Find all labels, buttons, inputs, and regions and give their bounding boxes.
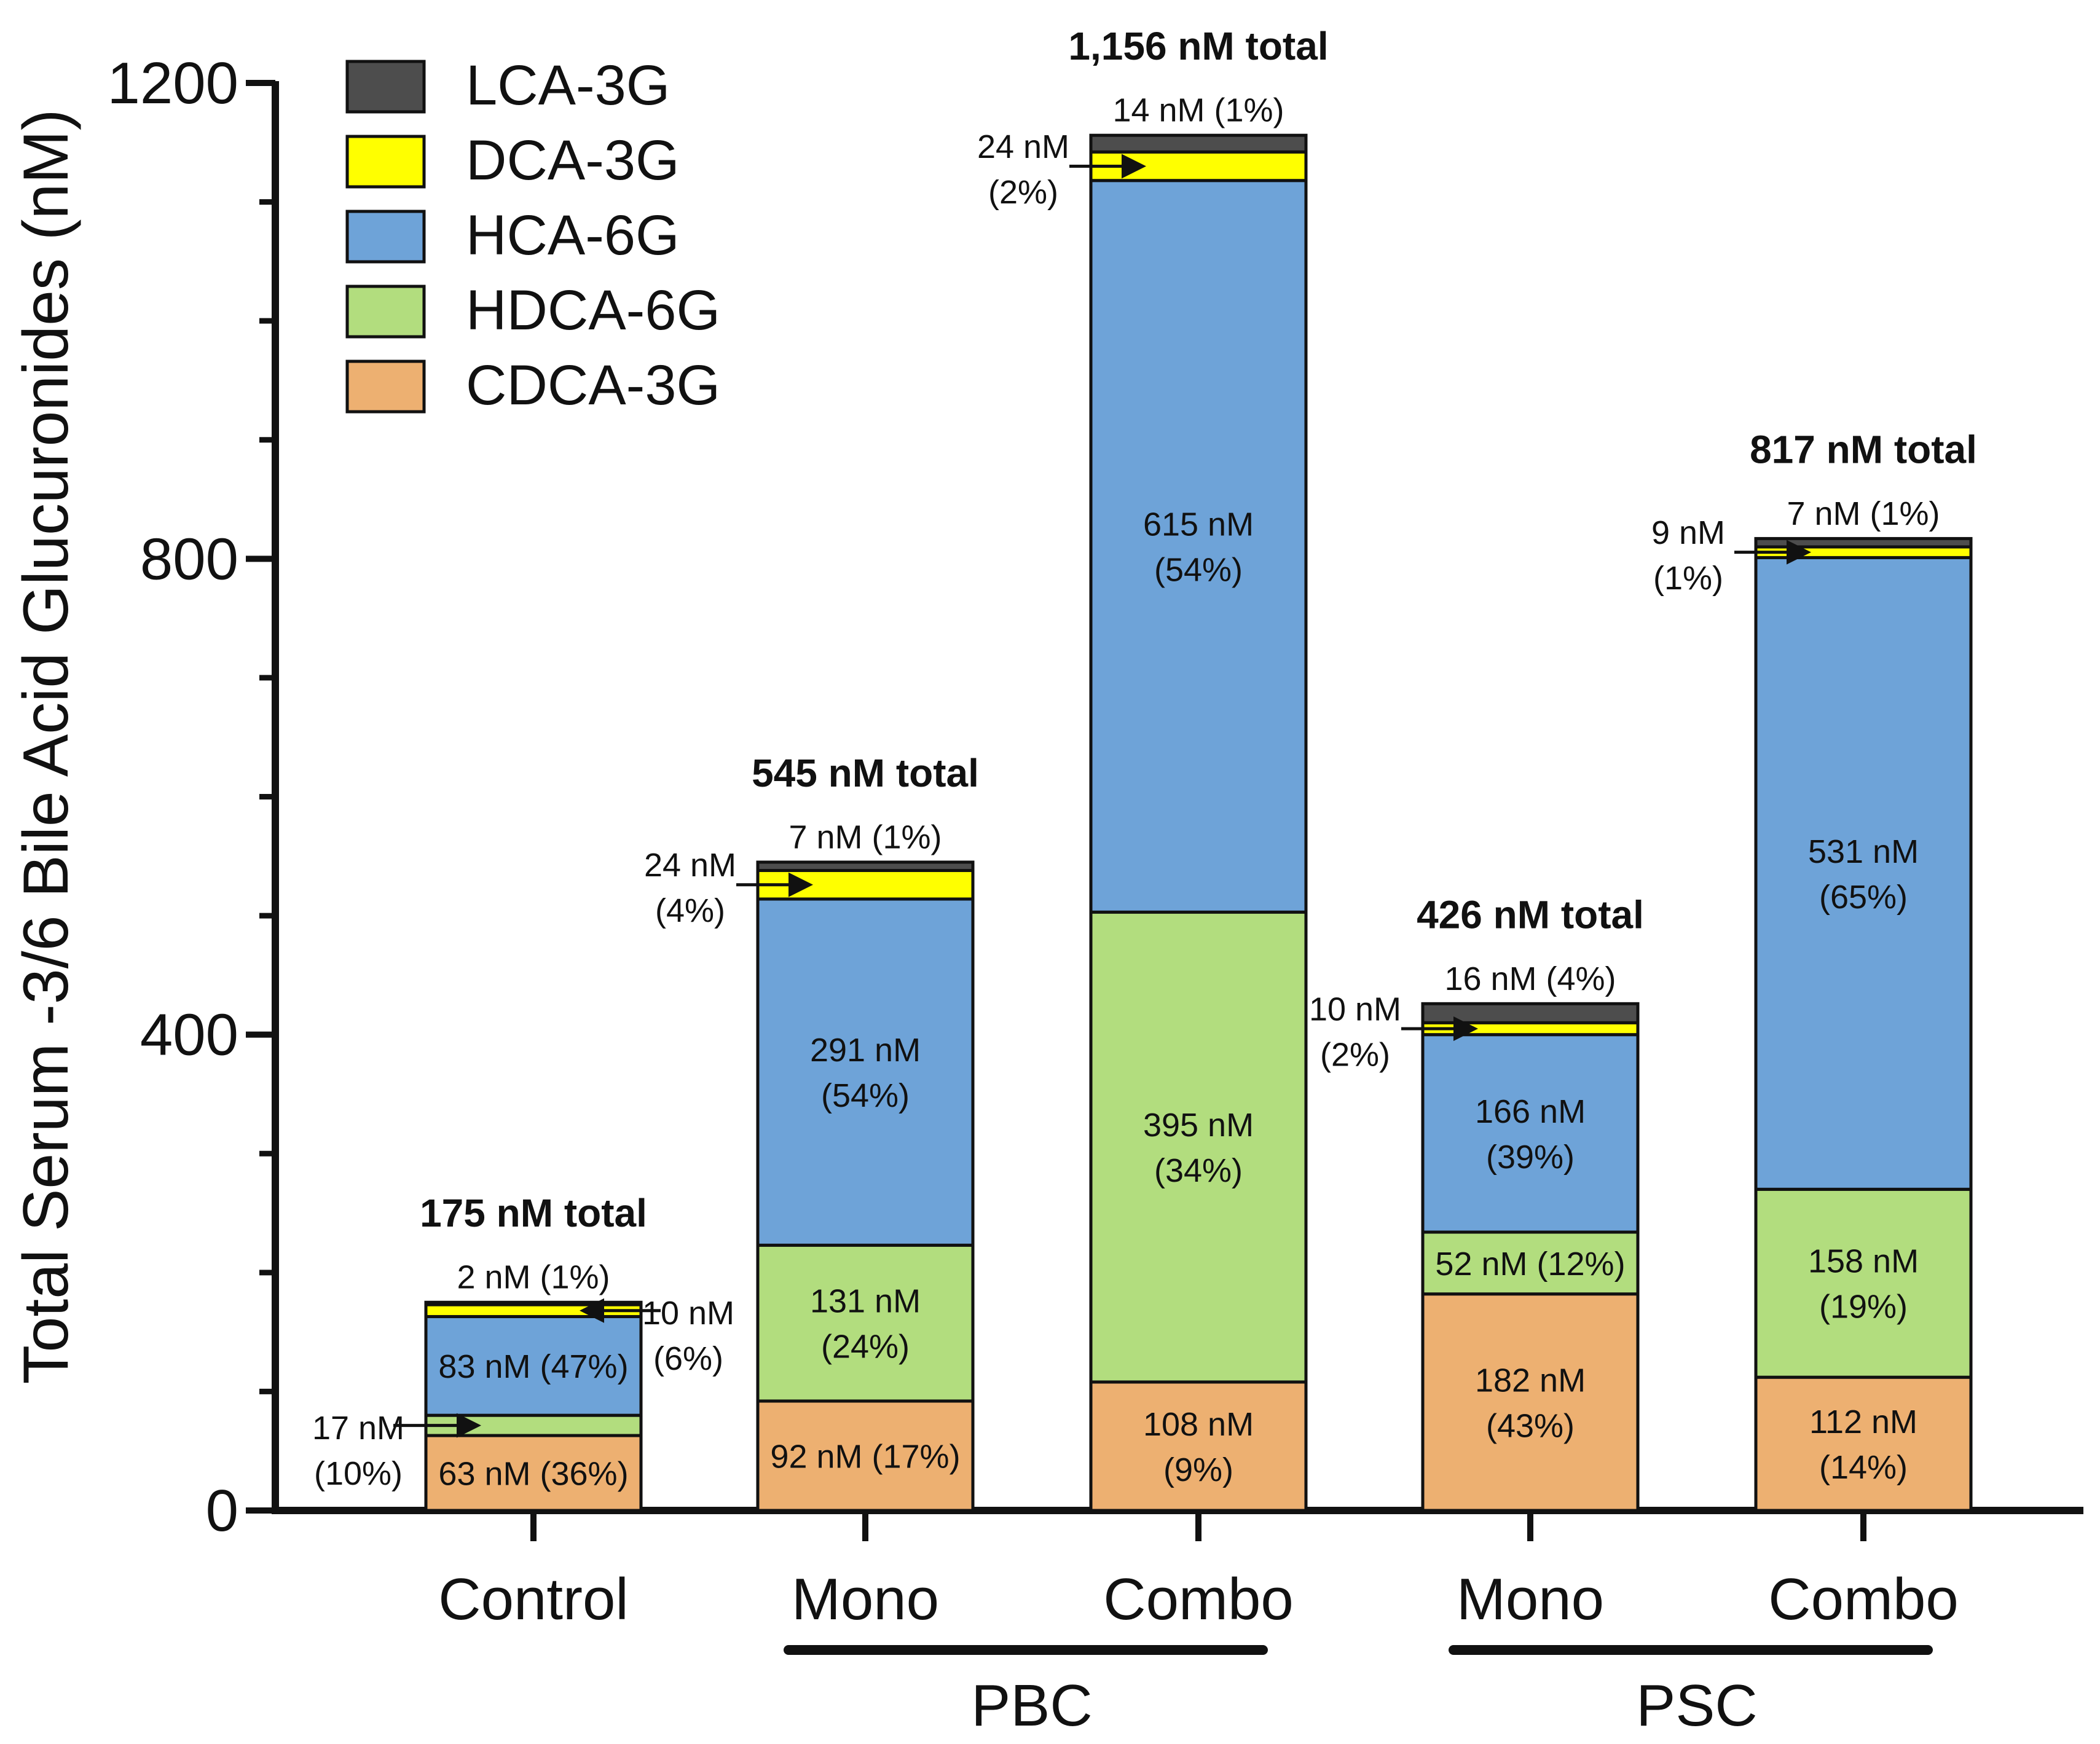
- bar-segment: [1089, 133, 1308, 154]
- legend: LCA-3G DCA-3G HCA-6G HDCA-6G CDCA-3G: [345, 54, 720, 417]
- data-label: 615 nM (54%): [1143, 506, 1254, 588]
- data-label-lca: 7 nM (1%): [1787, 495, 1940, 532]
- x-tick-label: Combo: [1768, 1566, 1958, 1632]
- total-label: 426 nM total: [1417, 892, 1644, 937]
- legend-swatch: [345, 359, 426, 414]
- legend-swatch: [345, 210, 426, 264]
- arrow-head: [580, 1298, 604, 1323]
- data-label-lca: 14 nM (1%): [1112, 92, 1284, 129]
- arrow-head: [1787, 540, 1811, 565]
- bar-segment: [1754, 556, 1973, 1191]
- data-label-lca: 16 nM (4%): [1444, 960, 1616, 997]
- total-label: 545 nM total: [752, 751, 979, 795]
- data-label-dca: 24 nM (4%): [644, 847, 736, 929]
- total-label: 175 nM total: [420, 1191, 647, 1235]
- group-label: PBC: [971, 1673, 1092, 1738]
- bar-segment: [1421, 1230, 1640, 1296]
- bar-segment: [756, 897, 975, 1247]
- data-label-lca: 2 nM (1%): [457, 1259, 610, 1296]
- y-tick-label: 0: [206, 1478, 238, 1544]
- legend-label: CDCA-3G: [466, 354, 720, 417]
- bar-segment: [1089, 910, 1308, 1384]
- bar-segment: [424, 1434, 643, 1512]
- data-label-lca: 7 nM (1%): [788, 819, 942, 855]
- bar-segment: [424, 1314, 643, 1417]
- data-label-dca: 24 nM (2%): [977, 128, 1069, 211]
- arrow-head: [788, 872, 813, 897]
- legend-label: DCA-3G: [466, 129, 680, 192]
- legend-swatch: [345, 285, 426, 339]
- bar-segment: [1089, 179, 1308, 914]
- data-label-hdca: 17 nM (10%): [312, 1410, 404, 1492]
- legend-label: HCA-6G: [466, 204, 680, 267]
- y-tick-label: 400: [140, 1002, 238, 1068]
- data-label: 291 nM (54%): [810, 1032, 921, 1114]
- bar-segment: [1089, 1380, 1308, 1512]
- legend-label: LCA-3G: [466, 54, 670, 117]
- total-label: 1,156 nM total: [1068, 24, 1328, 68]
- y-tick-label: 1200: [107, 50, 238, 116]
- data-label: 531 nM (65%): [1808, 833, 1919, 916]
- data-label: 395 nM (34%): [1143, 1107, 1254, 1189]
- data-label: 83 nM (47%): [438, 1348, 628, 1385]
- data-label-dca: 10 nM (6%): [642, 1295, 734, 1377]
- total-label: 817 nM total: [1750, 427, 1977, 471]
- data-label-dca: 9 nM (1%): [1651, 514, 1725, 597]
- y-tick-label: 800: [140, 526, 238, 592]
- bar-segment: [1754, 536, 1973, 549]
- data-label: 112 nM (14%): [1809, 1404, 1917, 1486]
- x-tick-label: Mono: [792, 1566, 939, 1632]
- bar-segment: [756, 1243, 975, 1403]
- data-label: 108 nM (9%): [1143, 1406, 1254, 1488]
- data-label: 52 nM (12%): [1435, 1246, 1625, 1282]
- x-tick-label: Mono: [1457, 1566, 1604, 1632]
- data-label-dca: 10 nM (2%): [1309, 991, 1401, 1073]
- arrow-head: [1453, 1016, 1478, 1041]
- group-label: PSC: [1636, 1673, 1757, 1738]
- legend-label: HDCA-6G: [466, 279, 720, 342]
- bar-segment: [1421, 1292, 1640, 1512]
- y-axis-label: Total Serum -3/6 Bile Acid Glucuronides …: [10, 109, 82, 1384]
- legend-swatch: [345, 60, 426, 114]
- annotations: 63 nM (36%) 17 nM (10%) 83 nM (47%) 10 nM (6%…: [312, 24, 1977, 1492]
- bar-segment: [1421, 1033, 1640, 1234]
- arrow-head: [457, 1413, 481, 1438]
- data-label: 166 nM (39%): [1475, 1093, 1586, 1176]
- data-label: 63 nM (36%): [438, 1455, 628, 1492]
- data-label: 131 nM (24%): [810, 1283, 921, 1365]
- bar-segment: [756, 860, 975, 873]
- data-label: 92 nM (17%): [770, 1438, 960, 1475]
- bar-segment: [1754, 1187, 1973, 1379]
- legend-swatch: [345, 135, 426, 189]
- data-label: 182 nM (43%): [1475, 1362, 1586, 1444]
- bar-segment: [756, 1399, 975, 1512]
- bars: [424, 133, 1973, 1512]
- bar-segment: [1754, 1375, 1973, 1512]
- x-tick-label: Combo: [1103, 1566, 1293, 1632]
- data-label: 158 nM (19%): [1808, 1243, 1919, 1326]
- x-tick-label: Control: [438, 1566, 628, 1632]
- arrow-head: [1122, 154, 1146, 179]
- bar-segment: [424, 1300, 643, 1306]
